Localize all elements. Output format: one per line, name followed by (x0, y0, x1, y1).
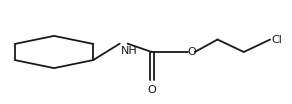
Text: O: O (187, 47, 196, 57)
Text: NH: NH (121, 46, 138, 56)
Text: Cl: Cl (272, 35, 282, 45)
Text: O: O (147, 85, 156, 95)
